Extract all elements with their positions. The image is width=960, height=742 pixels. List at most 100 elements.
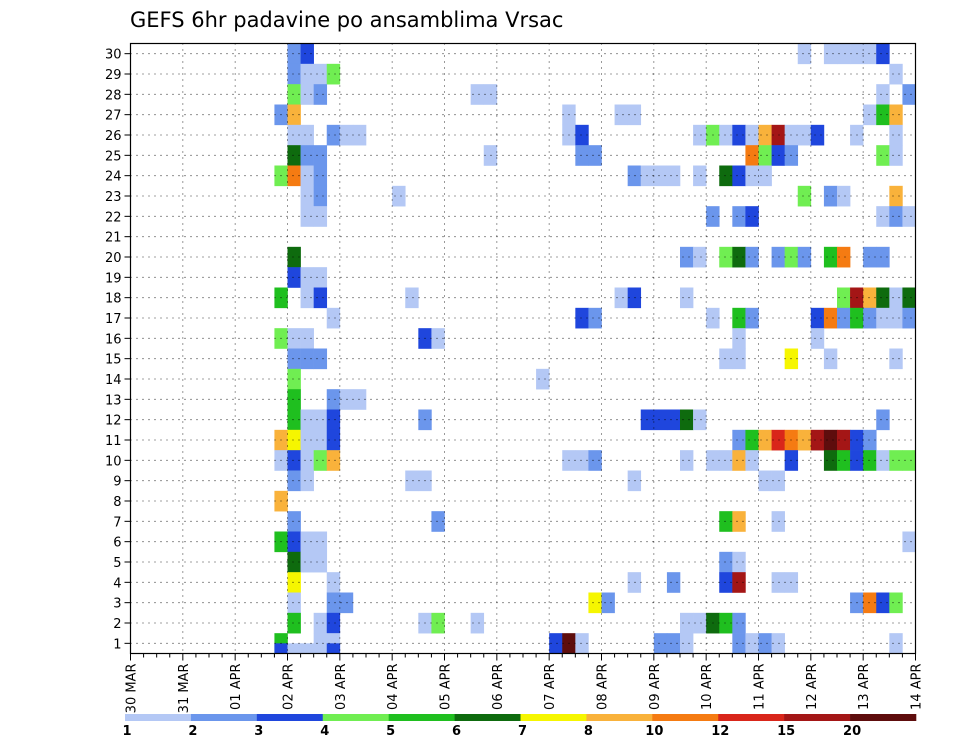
heatmap-cell: [732, 612, 746, 634]
heatmap-cell: [810, 124, 825, 146]
y-tick-label: 13: [105, 393, 122, 408]
heatmap-cell: [771, 572, 785, 593]
heatmap-cell: [287, 348, 301, 370]
heatmap-cell: [431, 612, 445, 634]
heatmap-cell: [876, 592, 890, 614]
heatmap-cell: [837, 246, 851, 268]
heatmap-cell: [588, 592, 602, 614]
heatmap-cell: [889, 592, 903, 614]
heatmap-cell: [300, 185, 314, 207]
heatmap-cell: [745, 246, 759, 268]
heatmap-cell: [300, 409, 314, 431]
y-tick-label: 19: [105, 271, 122, 286]
y-tick-label: 9: [113, 475, 121, 490]
heatmap-cell: [575, 124, 589, 146]
heatmap-cell: [287, 165, 301, 187]
y-tick-label: 1: [113, 637, 121, 652]
heatmap-cell: [300, 643, 314, 654]
heatmap-cell: [326, 643, 341, 654]
colorbar-label: 5: [386, 724, 395, 739]
heatmap-cell: [287, 43, 301, 65]
heatmap-cell: [680, 633, 694, 654]
heatmap-cell: [326, 307, 341, 329]
heatmap-cell: [863, 592, 877, 614]
heatmap-cell: [889, 633, 903, 654]
y-tick-label: 22: [105, 210, 122, 225]
y-tick-label: 29: [105, 68, 122, 83]
heatmap-cell: [313, 206, 328, 227]
heatmap-cell: [666, 572, 681, 593]
colorbar-label: 6: [452, 724, 461, 739]
heatmap-cell: [287, 409, 301, 431]
heatmap-cell: [889, 63, 903, 85]
heatmap-cell: [876, 145, 890, 166]
heatmap-cell: [326, 63, 341, 85]
heatmap-cell: [837, 307, 851, 329]
heatmap-cell: [745, 450, 759, 471]
heatmap-cell: [300, 43, 314, 65]
heatmap-cell: [313, 429, 328, 451]
heatmap-cell: [287, 643, 301, 654]
heatmap-cell: [758, 429, 772, 451]
heatmap-cell: [300, 551, 314, 573]
heatmap-cell: [313, 531, 328, 553]
y-tick-label: 11: [105, 434, 122, 449]
heatmap-cell: [680, 409, 694, 431]
heatmap-cell: [575, 450, 589, 471]
x-tick-label: 04 APR: [386, 664, 401, 710]
heatmap-cell: [274, 643, 288, 654]
heatmap-cell: [889, 185, 903, 207]
heatmap-cell: [392, 185, 406, 207]
y-tick-label: 6: [113, 536, 121, 551]
heatmap-cell: [300, 531, 314, 553]
y-tick-label: 8: [113, 495, 121, 510]
heatmap-cell: [287, 511, 301, 532]
heatmap-cell: [876, 409, 890, 431]
heatmap-cell: [549, 633, 563, 654]
colorbar-swatch: [850, 714, 917, 721]
colorbar-label: 8: [584, 724, 593, 739]
heatmap-cell: [680, 612, 694, 634]
heatmap-cell: [326, 409, 341, 431]
heatmap-cell: [666, 633, 681, 654]
y-tick-label: 27: [105, 109, 122, 124]
y-tick-label: 3: [113, 597, 121, 612]
heatmap-cell: [287, 429, 301, 451]
heatmap-cell: [405, 287, 419, 309]
heatmap-cell: [719, 572, 733, 593]
y-tick-label: 30: [105, 48, 122, 63]
heatmap-cell: [287, 470, 301, 492]
heatmap-cell: [300, 348, 314, 370]
heatmap-cell: [863, 450, 877, 471]
heatmap-cell: [771, 429, 785, 451]
heatmap-cell: [287, 84, 301, 105]
y-tick-label: 12: [105, 414, 122, 429]
heatmap-cell: [797, 124, 812, 146]
colorbar-swatch: [652, 714, 719, 721]
heatmap-cell: [352, 389, 367, 410]
heatmap-cell: [758, 633, 772, 654]
x-tick-label: 31 MAR: [177, 664, 192, 714]
heatmap-cell: [719, 165, 733, 187]
heatmap-cell: [666, 165, 681, 187]
heatmap-cell: [745, 307, 759, 329]
heatmap-cell: [902, 287, 916, 309]
heatmap-cell: [745, 165, 759, 187]
heatmap-cell: [732, 551, 746, 573]
heatmap-cell: [313, 185, 328, 207]
heatmap-cell: [876, 246, 890, 268]
heatmap-cell: [680, 246, 694, 268]
heatmap-cell: [405, 470, 419, 492]
colorbar-swatch: [388, 714, 455, 721]
chart-title: GEFS 6hr padavine po ansamblima Vrsac: [130, 8, 563, 32]
heatmap-cell: [313, 84, 328, 105]
heatmap-cell: [627, 104, 642, 126]
heatmap-cell: [732, 328, 746, 349]
colorbar-label: 20: [843, 724, 861, 739]
heatmap-cell: [287, 63, 301, 85]
heatmap-cell: [326, 389, 341, 410]
heatmap-cell: [614, 287, 628, 309]
heatmap-cell: [313, 267, 328, 288]
heatmap-cell: [863, 104, 877, 126]
heatmap-cell: [823, 450, 838, 471]
